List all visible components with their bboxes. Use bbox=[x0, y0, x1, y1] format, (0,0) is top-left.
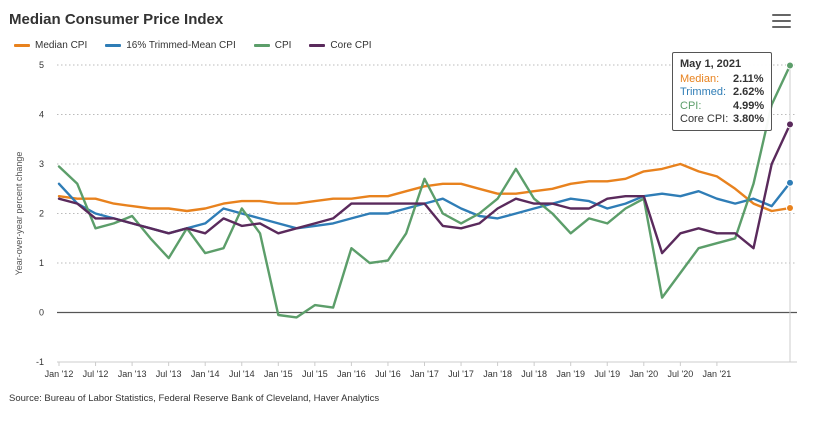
legend-swatch bbox=[14, 43, 30, 47]
tooltip-row-core-cpi: Core CPI: 3.80% bbox=[680, 113, 771, 127]
x-tick-label: Jan '19 bbox=[556, 369, 585, 379]
x-tick-label: Jan '12 bbox=[45, 369, 74, 379]
x-tick-label: Jan '21 bbox=[703, 369, 732, 379]
series-marker-core-cpi[interactable] bbox=[786, 120, 794, 129]
tooltip-value: 3.80% bbox=[733, 113, 765, 125]
y-tick-label: -1 bbox=[36, 357, 44, 367]
tooltip-row-trimmed: Trimmed: 2.62% bbox=[680, 86, 771, 100]
x-tick-label: Jul '15 bbox=[302, 369, 328, 379]
hamburger-menu-icon[interactable] bbox=[772, 14, 791, 28]
legend-swatch bbox=[253, 43, 270, 47]
chart-legend: Median CPI 16% Trimmed-Mean CPI CPI Core… bbox=[14, 38, 390, 52]
y-tick-label: 2 bbox=[39, 209, 44, 219]
legend-swatch bbox=[105, 43, 122, 47]
tooltip-value: 2.11% bbox=[733, 72, 764, 85]
tooltip-label: Core CPI: bbox=[680, 113, 729, 125]
tooltip-label: CPI: bbox=[680, 99, 702, 112]
series-line-cpi[interactable] bbox=[57, 64, 792, 319]
tooltip-label: Median: bbox=[680, 72, 720, 85]
data-tooltip: May 1, 2021 Median: 2.11% Trimmed: 2.62%… bbox=[672, 52, 772, 131]
y-tick-label: 4 bbox=[39, 110, 44, 120]
series-line-core-cpi[interactable] bbox=[57, 123, 792, 255]
x-tick-label: Jan '13 bbox=[118, 369, 147, 379]
tooltip-value: 4.99% bbox=[733, 99, 765, 112]
source-note: Source: Bureau of Labor Statistics, Fede… bbox=[9, 393, 380, 404]
y-tick-label: 5 bbox=[39, 60, 44, 70]
series-marker-median-cpi[interactable] bbox=[786, 204, 794, 213]
legend-label: CPI bbox=[274, 39, 292, 51]
x-tick-label: Jul '13 bbox=[156, 369, 182, 379]
tooltip-row-cpi: CPI: 4.99% bbox=[680, 100, 771, 114]
x-tick-label: Jul '17 bbox=[448, 369, 474, 379]
series-marker-cpi[interactable] bbox=[786, 61, 794, 70]
tooltip-value: 2.62% bbox=[733, 86, 765, 98]
legend-label: 16% Trimmed-Mean CPI bbox=[126, 39, 236, 51]
y-tick-label: 0 bbox=[39, 308, 44, 318]
x-tick-label: Jul '20 bbox=[667, 369, 693, 379]
x-tick-label: Jan '14 bbox=[191, 369, 220, 379]
legend-item-median-cpi[interactable]: Median CPI bbox=[14, 40, 87, 51]
y-tick-label: 3 bbox=[39, 159, 44, 169]
x-tick-label: Jul '18 bbox=[521, 369, 547, 379]
legend-label: Median CPI bbox=[35, 39, 88, 51]
y-tick-label: 1 bbox=[39, 258, 44, 268]
x-tick-label: Jul '12 bbox=[83, 369, 109, 379]
series-line-median-cpi[interactable] bbox=[57, 162, 792, 213]
x-tick-label: Jan '17 bbox=[410, 369, 439, 379]
x-tick-label: Jan '18 bbox=[483, 369, 512, 379]
legend-item-cpi[interactable]: CPI bbox=[253, 39, 292, 51]
legend-item-core-cpi[interactable]: Core CPI bbox=[309, 39, 372, 51]
x-tick-label: Jul '14 bbox=[229, 369, 255, 379]
legend-label: Core CPI bbox=[330, 39, 372, 51]
tooltip-row-median: Median: 2.11% bbox=[680, 73, 771, 87]
x-tick-label: Jan '15 bbox=[264, 369, 293, 379]
x-tick-label: Jan '16 bbox=[337, 369, 366, 379]
x-tick-label: Jan '20 bbox=[629, 369, 658, 379]
y-axis-label: Year-over-year percent change bbox=[14, 152, 24, 276]
series-marker-16-trimmed-mean-cpi[interactable] bbox=[786, 178, 794, 187]
chart-title: Median Consumer Price Index bbox=[9, 11, 224, 28]
x-tick-label: Jul '16 bbox=[375, 369, 401, 379]
tooltip-label: Trimmed: bbox=[680, 86, 727, 98]
legend-item-trimmed-mean-cpi[interactable]: 16% Trimmed-Mean CPI bbox=[105, 39, 236, 51]
legend-swatch bbox=[309, 43, 326, 47]
x-tick-label: Jul '19 bbox=[594, 369, 620, 379]
tooltip-date: May 1, 2021 bbox=[680, 58, 742, 70]
